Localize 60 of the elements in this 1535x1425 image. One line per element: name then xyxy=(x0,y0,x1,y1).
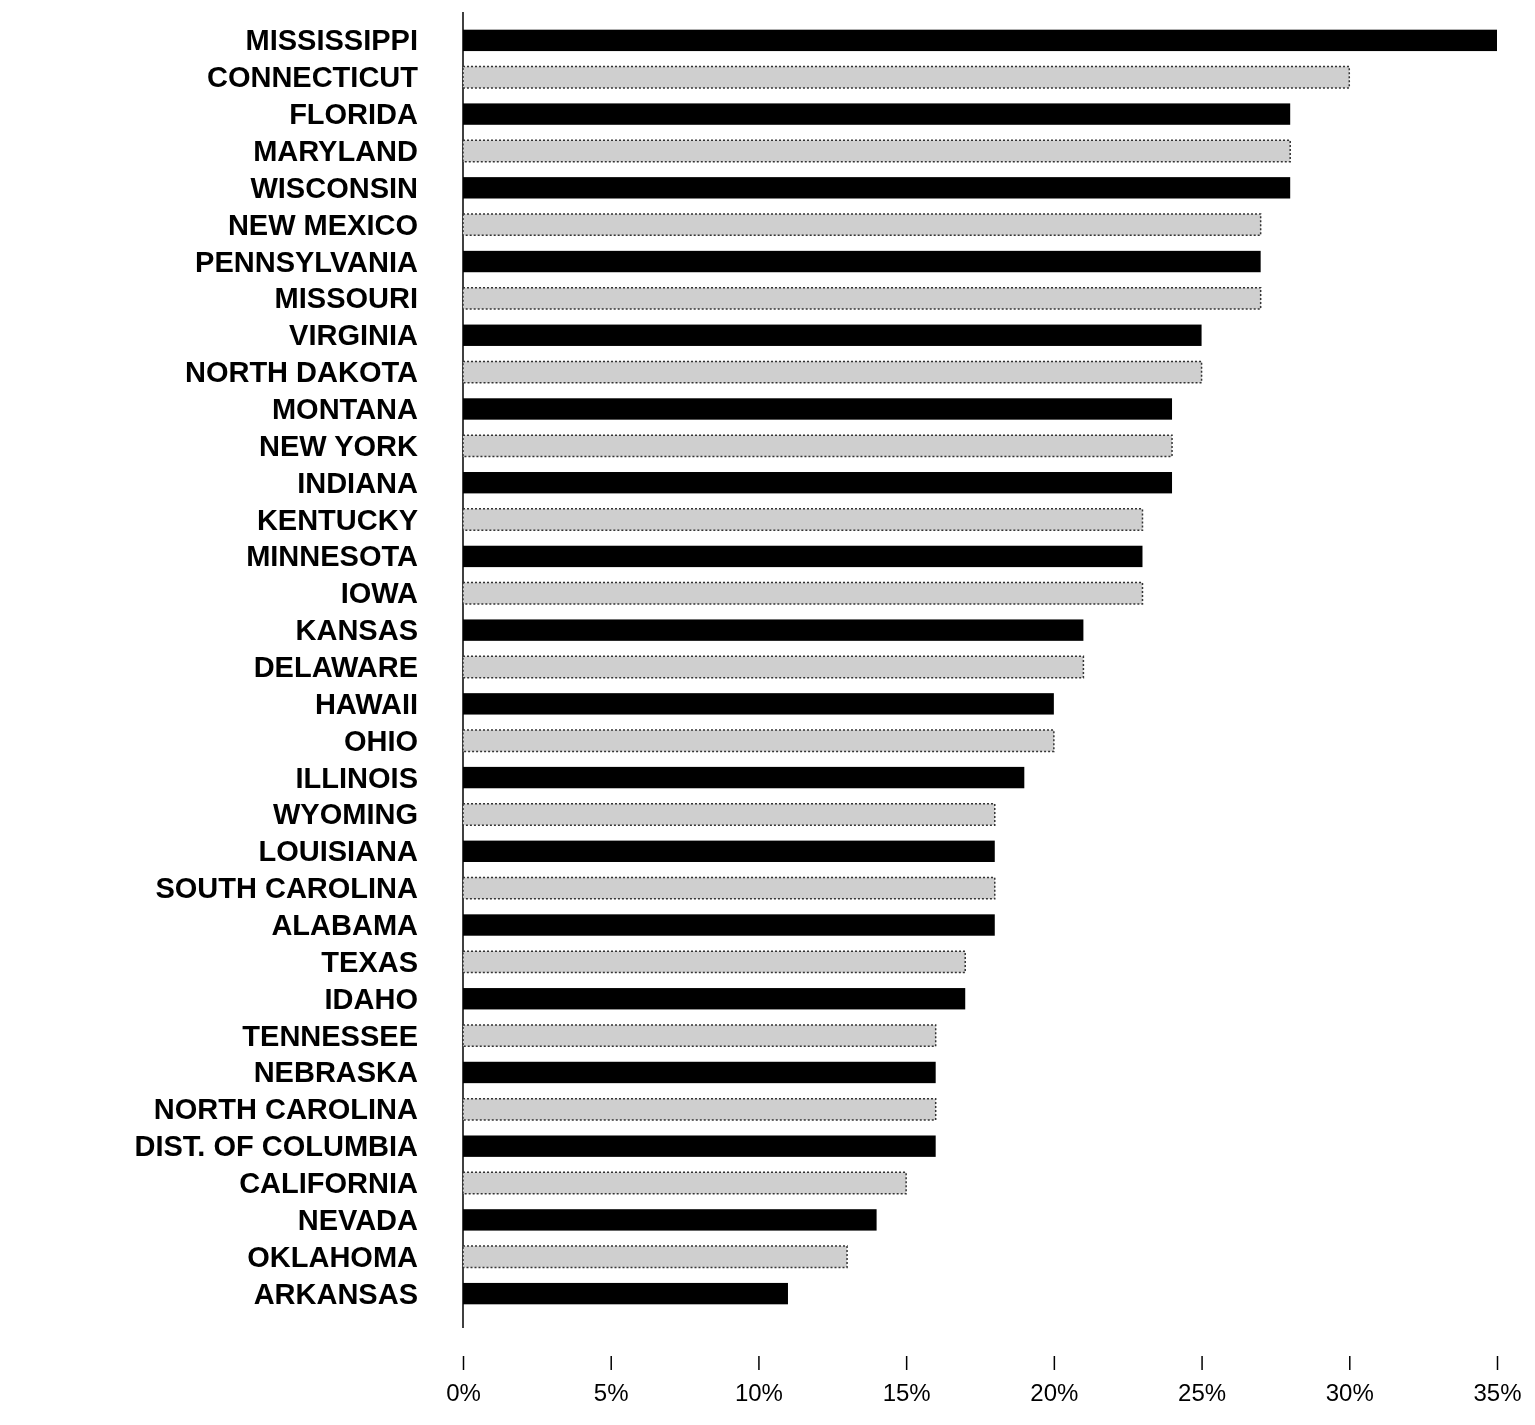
x-tick-label: 35% xyxy=(1473,1379,1522,1407)
y-tick-label: SOUTH CAROLINA xyxy=(155,872,419,905)
y-tick-label: NORTH CAROLINA xyxy=(153,1093,419,1126)
y-tick-label: KENTUCKY xyxy=(256,503,418,536)
y-tick-label: CONNECTICUT xyxy=(206,61,419,94)
bar xyxy=(462,360,1203,384)
y-tick-label: MINNESOTA xyxy=(246,540,419,573)
bar xyxy=(462,1245,848,1269)
y-tick-label: INDIANA xyxy=(297,466,419,499)
x-tick-label: 5% xyxy=(593,1379,629,1407)
bar xyxy=(462,1024,937,1048)
y-tick-label: NEW YORK xyxy=(259,429,419,462)
y-tick-label: WISCONSIN xyxy=(250,171,418,204)
y-tick-label: MISSOURI xyxy=(274,282,418,315)
bar xyxy=(462,1171,907,1195)
y-tick-label: DELAWARE xyxy=(253,651,418,683)
y-tick-label: ALABAMA xyxy=(271,909,419,942)
bar xyxy=(462,1097,937,1121)
bar xyxy=(462,876,996,900)
y-tick-label: NEVADA xyxy=(297,1203,419,1236)
y-tick-label: OHIO xyxy=(343,724,418,757)
y-tick-label: MARYLAND xyxy=(253,134,418,167)
y-tick-label: ARKANSAS xyxy=(253,1277,418,1310)
y-tick-label: MONTANA xyxy=(271,392,419,425)
y-tick-label: PENNSYLVANIA xyxy=(195,245,419,278)
x-tick-label: 25% xyxy=(1178,1379,1227,1407)
y-tick-label: OKLAHOMA xyxy=(247,1240,419,1273)
y-tick-label: IDAHO xyxy=(324,982,418,1015)
x-tick-label: 15% xyxy=(882,1379,931,1407)
bar xyxy=(462,655,1085,679)
y-tick-label: NORTH DAKOTA xyxy=(184,356,419,389)
y-tick-label: VIRGINIA xyxy=(289,319,419,352)
bar xyxy=(462,65,1351,89)
bar xyxy=(462,729,1055,753)
y-tick-label: WYOMING xyxy=(273,798,418,831)
y-tick-label: NEBRASKA xyxy=(253,1056,419,1089)
y-tick-label: CALIFORNIA xyxy=(239,1167,419,1200)
bar xyxy=(462,213,1262,237)
y-tick-label: TEXAS xyxy=(321,945,418,978)
y-tick-label: HAWAII xyxy=(314,687,418,720)
y-tick-label: NEW MEXICO xyxy=(227,208,418,241)
bar xyxy=(462,803,996,826)
bar xyxy=(462,508,1144,531)
bar xyxy=(462,139,1291,163)
x-tick-label: 30% xyxy=(1325,1379,1374,1407)
bar xyxy=(462,950,966,974)
x-tick-label: 0% xyxy=(446,1379,481,1407)
x-tick-label: 10% xyxy=(734,1379,783,1407)
x-tick-label: 20% xyxy=(1030,1379,1079,1407)
y-tick-label: ILLINOIS xyxy=(295,761,418,794)
bar xyxy=(462,286,1262,310)
y-tick-label: IOWA xyxy=(340,577,419,610)
y-tick-label: MISSISSIPPI xyxy=(245,24,418,57)
y-tick-label: KANSAS xyxy=(295,614,418,647)
y-tick-label: DIST. OF COLUMBIA xyxy=(134,1130,419,1163)
y-tick-label: LOUISIANA xyxy=(258,835,419,868)
bar xyxy=(462,581,1144,605)
y-tick-label: TENNESSEE xyxy=(242,1019,418,1052)
bar xyxy=(462,434,1173,458)
y-tick-label: FLORIDA xyxy=(289,98,419,131)
